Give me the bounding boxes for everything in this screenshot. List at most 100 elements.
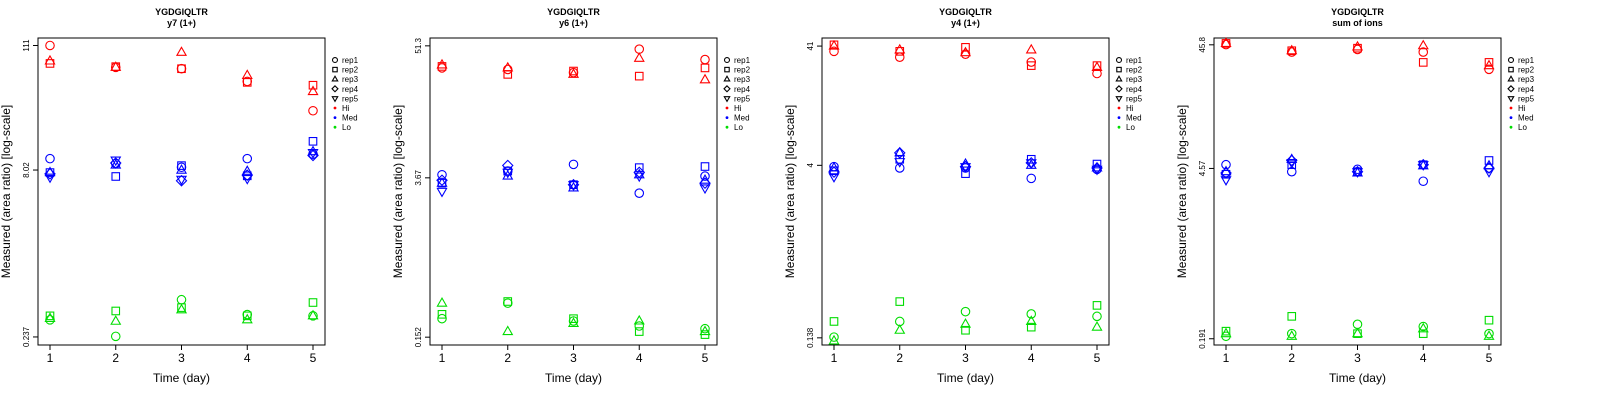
data-point-rep1 [894, 163, 905, 173]
data-point-rep2 [1026, 322, 1036, 332]
data-point-rep1 [829, 332, 839, 342]
legend-label: rep5 [1518, 94, 1535, 103]
chart-subtitle: sum of ions [1332, 18, 1383, 28]
y-tick-label: 51.3 [414, 38, 423, 54]
data-point-rep1 [960, 306, 971, 317]
legend-label: rep3 [1126, 75, 1143, 84]
data-point-rep4 [44, 168, 56, 180]
data-point-rep1 [700, 54, 710, 65]
data-point-rep5 [241, 175, 253, 185]
data-point-rep1 [634, 321, 645, 331]
data-point-rep4 [633, 166, 646, 179]
data-point-rep1 [502, 64, 513, 75]
data-point-rep3 [110, 61, 122, 71]
legend-symbol-rep5 [723, 96, 731, 103]
data-point-rep1 [700, 323, 710, 334]
data-point-rep3 [1483, 59, 1495, 70]
data-point-rep3 [699, 325, 711, 336]
x-tick-label: 2 [112, 351, 119, 365]
legend-label: Hi [734, 104, 742, 113]
data-point-rep3 [894, 43, 906, 54]
data-point-rep2 [1221, 39, 1231, 48]
legend-label: rep2 [342, 66, 359, 75]
data-point-rep4 [436, 174, 448, 187]
data-point-rep5 [633, 172, 645, 183]
data-point-rep3 [1483, 330, 1495, 340]
data-point-rep1 [45, 40, 55, 51]
legend-dot-hi [725, 106, 729, 110]
series-med [436, 159, 711, 198]
data-point-rep2 [634, 163, 644, 172]
data-point-rep3 [502, 169, 514, 180]
data-point-rep5 [828, 173, 840, 183]
legend-label: Lo [1518, 123, 1527, 132]
data-point-rep3 [699, 73, 711, 84]
x-tick-label: 1 [1223, 351, 1230, 365]
legend-label: Med [1518, 114, 1534, 123]
y-tick-label: 111 [22, 39, 31, 52]
x-tick-label: 5 [310, 351, 317, 365]
series-hi [1220, 37, 1495, 75]
data-point-rep3 [1351, 40, 1364, 51]
legend-label: rep1 [342, 56, 359, 65]
data-point-rep1 [1418, 47, 1429, 57]
data-point-rep1 [110, 331, 121, 342]
data-point-rep3 [436, 176, 448, 187]
series-lo [44, 294, 319, 342]
data-point-rep2 [634, 327, 644, 336]
y-tick-label: 0.152 [414, 327, 423, 348]
legend-label: rep3 [734, 75, 751, 84]
data-point-rep2 [308, 298, 318, 307]
x-tick-label: 5 [1094, 351, 1101, 365]
data-point-rep1 [568, 159, 579, 170]
legend-symbol-rep5 [331, 96, 339, 103]
chart-title: YGDGIQLTR [155, 7, 208, 17]
data-point-rep2 [961, 43, 970, 52]
legend-dot-med [1117, 116, 1121, 119]
data-point-rep2 [45, 311, 55, 321]
y-tick-label: 3.67 [414, 169, 423, 185]
data-point-rep3 [567, 68, 580, 78]
data-point-rep4 [307, 149, 319, 162]
series-med [44, 136, 319, 187]
data-point-rep2 [1418, 58, 1428, 67]
data-point-rep3 [1091, 161, 1103, 172]
legend-dot-lo [1509, 125, 1513, 129]
data-point-rep2 [1287, 46, 1297, 56]
data-point-rep2 [1221, 326, 1231, 336]
data-point-rep1 [700, 171, 710, 181]
x-tick-label: 3 [962, 351, 969, 365]
y-axis-label: Measured (area ratio) [log-scale] [391, 105, 405, 278]
x-tick-label: 5 [1486, 351, 1493, 365]
legend-dot-lo [1117, 125, 1121, 129]
legend-dot-hi [1117, 106, 1121, 110]
y-tick-label: 4 [806, 163, 815, 168]
series-lo [1220, 312, 1495, 342]
legend-label: rep5 [342, 94, 359, 103]
series-lo [828, 297, 1103, 345]
legend-dot-med [725, 116, 729, 119]
data-point-rep3 [828, 161, 840, 172]
data-point-rep3 [699, 174, 711, 184]
x-tick-label: 3 [178, 351, 185, 365]
data-point-rep5 [699, 184, 711, 195]
data-point-rep3 [1286, 330, 1298, 340]
x-axis-label: Time (day) [1329, 371, 1386, 385]
data-point-rep3 [502, 325, 514, 336]
legend-dot-hi [1509, 106, 1513, 110]
legend-symbol-rep1 [331, 56, 339, 64]
data-point-rep2 [1484, 315, 1494, 325]
data-point-rep3 [828, 39, 840, 50]
data-point-rep3 [894, 324, 906, 334]
series-med [828, 146, 1103, 184]
legend-symbol-rep3 [723, 75, 731, 82]
data-point-rep3 [241, 313, 253, 324]
x-tick-label: 4 [1420, 351, 1427, 365]
x-tick-label: 1 [831, 351, 838, 365]
data-point-rep5 [175, 175, 188, 186]
legend-label: Lo [342, 123, 351, 132]
plot-frame [821, 37, 1110, 346]
data-point-rep2 [1484, 156, 1494, 165]
data-point-rep2 [177, 161, 186, 170]
